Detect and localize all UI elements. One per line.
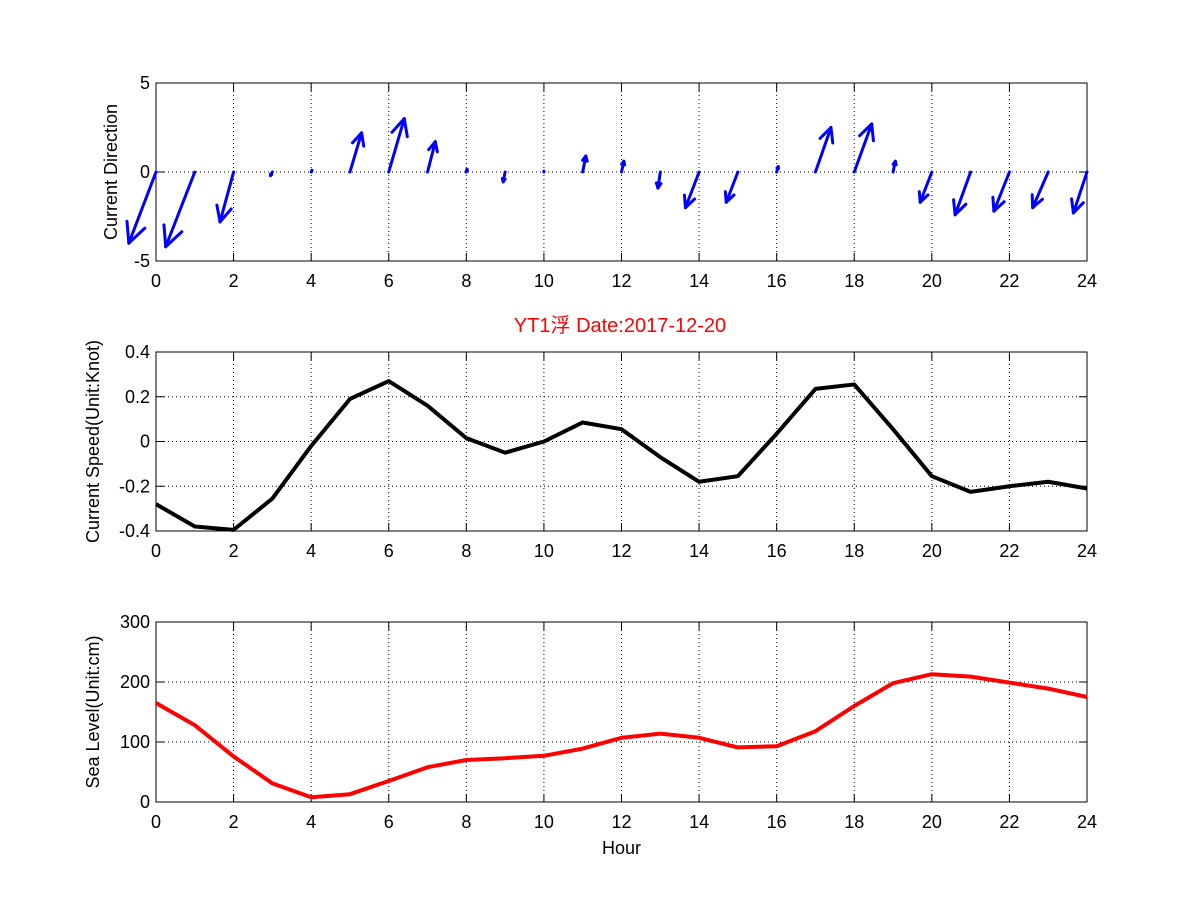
current-speed-ytick-label: 0 bbox=[140, 432, 150, 452]
current-speed-panel: 0 2 4 6 8 10 12 14 16 18 20 22 24-0.4-0.200.20.4Curr… bbox=[83, 340, 1097, 561]
sea-level-xtick-label: 4 bbox=[306, 812, 316, 832]
current-direction-xtick-label: 6 bbox=[384, 271, 394, 291]
sea-level-xtick-label: 16 bbox=[767, 812, 787, 832]
sea-level-xtick-label: 2 bbox=[229, 812, 239, 832]
current-speed-xtick-label: 0 bbox=[151, 541, 161, 561]
direction-arrow bbox=[952, 170, 973, 217]
sea-level-ytick-label: 0 bbox=[140, 792, 150, 812]
direction-arrow bbox=[813, 126, 835, 174]
sea-level-ytick-label: 300 bbox=[120, 612, 150, 632]
direction-arrow bbox=[1070, 170, 1089, 215]
direction-arrow bbox=[620, 159, 627, 174]
direction-arrow bbox=[500, 170, 507, 184]
sea-level-xtick-label: 6 bbox=[384, 812, 394, 832]
sea-level-ylabel: Sea Level(Unit:cm) bbox=[83, 635, 103, 788]
current-speed-xtick-label: 14 bbox=[689, 541, 709, 561]
sea-level-xtick-label: 8 bbox=[461, 812, 471, 832]
direction-arrow bbox=[775, 165, 781, 174]
direction-arrow bbox=[125, 170, 158, 245]
direction-arrow bbox=[1030, 170, 1050, 210]
direction-arrow bbox=[464, 167, 469, 174]
direction-arrow bbox=[581, 154, 589, 174]
direction-arrow bbox=[426, 140, 439, 174]
current-speed-ylabel: Current Speed(Unit:Knot) bbox=[83, 340, 103, 543]
current-direction-xtick-label: 10 bbox=[534, 271, 554, 291]
current-direction-xtick-label: 8 bbox=[461, 271, 471, 291]
current-speed-xtick-label: 6 bbox=[384, 541, 394, 561]
sea-level-xtick-label: 10 bbox=[534, 812, 554, 832]
sea-level-ytick-label: 100 bbox=[120, 732, 150, 752]
current-direction-xtick-label: 20 bbox=[922, 271, 942, 291]
current-speed-ytick-label: -0.2 bbox=[119, 476, 150, 496]
current-direction-xtick-label: 2 bbox=[229, 271, 239, 291]
direction-arrow bbox=[162, 170, 197, 249]
current-speed-xtick-label: 8 bbox=[461, 541, 471, 561]
direction-arrow bbox=[917, 170, 934, 204]
current-direction-xtick-label: 18 bbox=[844, 271, 864, 291]
current-direction-xtick-label: 12 bbox=[611, 271, 631, 291]
direction-arrow bbox=[852, 122, 875, 174]
direction-arrow bbox=[268, 170, 274, 178]
current-speed-ytick-label: -0.4 bbox=[119, 521, 150, 541]
current-speed-xtick-label: 10 bbox=[534, 541, 554, 561]
current-speed-xtick-label: 24 bbox=[1077, 541, 1097, 561]
current-speed-xtick-label: 16 bbox=[767, 541, 787, 561]
current-direction-ytick-label: -5 bbox=[134, 251, 150, 271]
sea-level-ytick-label: 200 bbox=[120, 672, 150, 692]
figure-title: YT1浮 Date:2017-12-20 bbox=[514, 314, 726, 337]
current-speed-xtick-label: 22 bbox=[999, 541, 1019, 561]
current-direction-xtick-label: 22 bbox=[999, 271, 1019, 291]
current-speed-xtick-label: 2 bbox=[229, 541, 239, 561]
current-speed-xtick-label: 20 bbox=[922, 541, 942, 561]
sea-level-xtick-label: 18 bbox=[844, 812, 864, 832]
sea-level-xlabel: Hour bbox=[602, 838, 641, 858]
current-direction-xtick-label: 24 bbox=[1077, 271, 1097, 291]
current-speed-series-line bbox=[155, 379, 1088, 532]
direction-arrow bbox=[348, 131, 366, 174]
sea-level-xtick-label: 12 bbox=[611, 812, 631, 832]
direction-arrow bbox=[991, 170, 1011, 213]
direction-arrow bbox=[309, 168, 314, 174]
direction-arrow bbox=[215, 170, 236, 224]
direction-arrow bbox=[654, 170, 663, 190]
direction-arrow bbox=[891, 159, 898, 174]
direction-arrow bbox=[682, 170, 701, 210]
current-direction-ylabel: Current Direction bbox=[101, 104, 121, 240]
current-direction-xtick-label: 14 bbox=[689, 271, 709, 291]
current-speed-xtick-label: 18 bbox=[844, 541, 864, 561]
current-speed-xtick-label: 4 bbox=[306, 541, 316, 561]
current-direction-xtick-label: 16 bbox=[767, 271, 787, 291]
direction-arrow bbox=[387, 117, 409, 174]
current-direction-ytick-label: 0 bbox=[140, 162, 150, 182]
current-speed-ytick-label: 0.2 bbox=[125, 387, 150, 407]
current-speed-xtick-label: 12 bbox=[611, 541, 631, 561]
current-direction-ytick-label: 5 bbox=[140, 73, 150, 93]
current-direction-xtick-label: 4 bbox=[306, 271, 316, 291]
current-speed-ytick-label: 0.4 bbox=[125, 342, 150, 362]
current-direction-xtick-label: 0 bbox=[151, 271, 161, 291]
sea-level-xtick-label: 0 bbox=[151, 812, 161, 832]
sea-level-xtick-label: 24 bbox=[1077, 812, 1097, 832]
sea-level-xtick-label: 22 bbox=[999, 812, 1019, 832]
direction-arrow bbox=[723, 170, 740, 204]
sea-level-xtick-label: 20 bbox=[922, 812, 942, 832]
sea-level-xtick-label: 14 bbox=[689, 812, 709, 832]
